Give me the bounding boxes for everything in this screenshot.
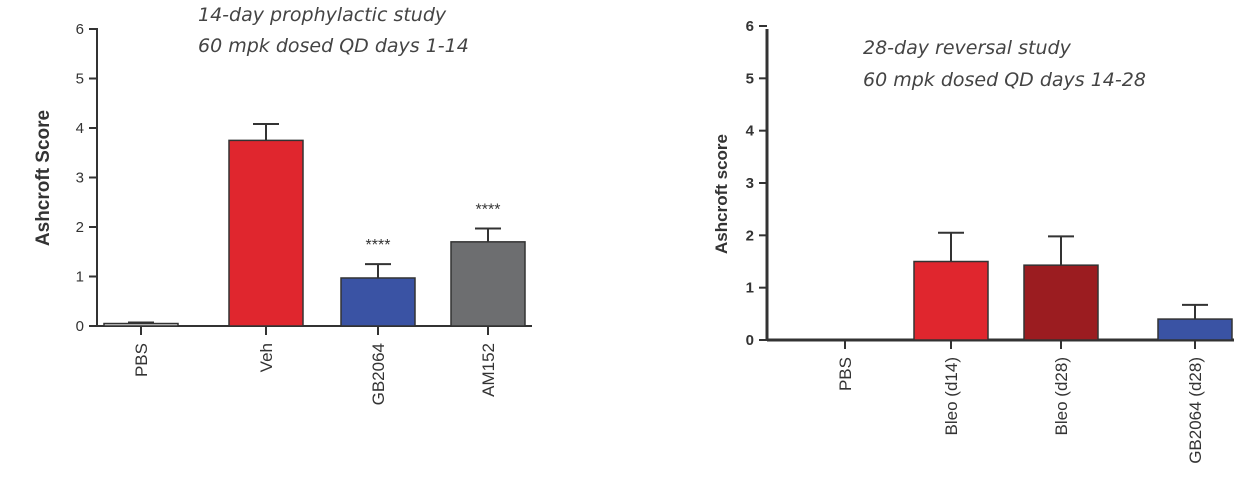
bar <box>340 277 416 327</box>
bar <box>228 139 304 327</box>
bar <box>1157 318 1233 341</box>
bar <box>103 322 179 327</box>
y-tick-label: 2 <box>746 227 754 244</box>
x-tick-label: PBS <box>836 357 855 391</box>
annotation-line-2: 60 mpk dosed QD days 1-14 <box>198 35 469 57</box>
y-tick-label: 5 <box>746 70 754 87</box>
y-tick-label: 6 <box>746 18 754 35</box>
y-tick-label: 2 <box>76 219 84 236</box>
x-tick-label: PBS <box>132 343 151 377</box>
y-tick-label: 4 <box>76 120 84 137</box>
significance-label: **** <box>476 201 501 218</box>
y-tick-label: 0 <box>746 332 754 349</box>
y-tick-label: 5 <box>76 71 84 88</box>
x-tick-label: GB2064 (d28) <box>1186 357 1205 464</box>
x-tick-label: Bleo (d14) <box>942 357 961 435</box>
annotation-line-1: 28-day reversal study <box>863 37 1072 59</box>
y-tick-label: 1 <box>76 269 84 286</box>
y-axis-label: Ashcroft Score <box>33 110 54 246</box>
y-tick-label: 3 <box>76 170 84 187</box>
annotation-line-2: 60 mpk dosed QD days 14-28 <box>863 69 1146 91</box>
significance-label: **** <box>366 237 391 254</box>
x-tick-label: Veh <box>257 343 276 372</box>
y-tick-label: 6 <box>76 21 84 38</box>
chart-reversal: 28-day reversal study 60 mpk dosed QD da… <box>712 18 1234 464</box>
bar <box>913 260 989 341</box>
bar <box>450 241 526 327</box>
y-tick-label: 3 <box>746 175 754 192</box>
y-axis-label: Ashcroft score <box>712 134 731 254</box>
y-tick-label: 4 <box>746 123 755 140</box>
chart-prophylactic: 14-day prophylactic study 60 mpk dosed Q… <box>33 4 532 405</box>
y-tick-label: 0 <box>76 318 84 335</box>
annotation-line-1: 14-day prophylactic study <box>198 4 447 26</box>
bar <box>1023 264 1099 341</box>
x-tick-label: AM152 <box>479 343 498 397</box>
y-tick-label: 1 <box>746 280 754 297</box>
x-tick-label: Bleo (d28) <box>1052 357 1071 435</box>
x-tick-label: GB2064 <box>369 343 388 405</box>
